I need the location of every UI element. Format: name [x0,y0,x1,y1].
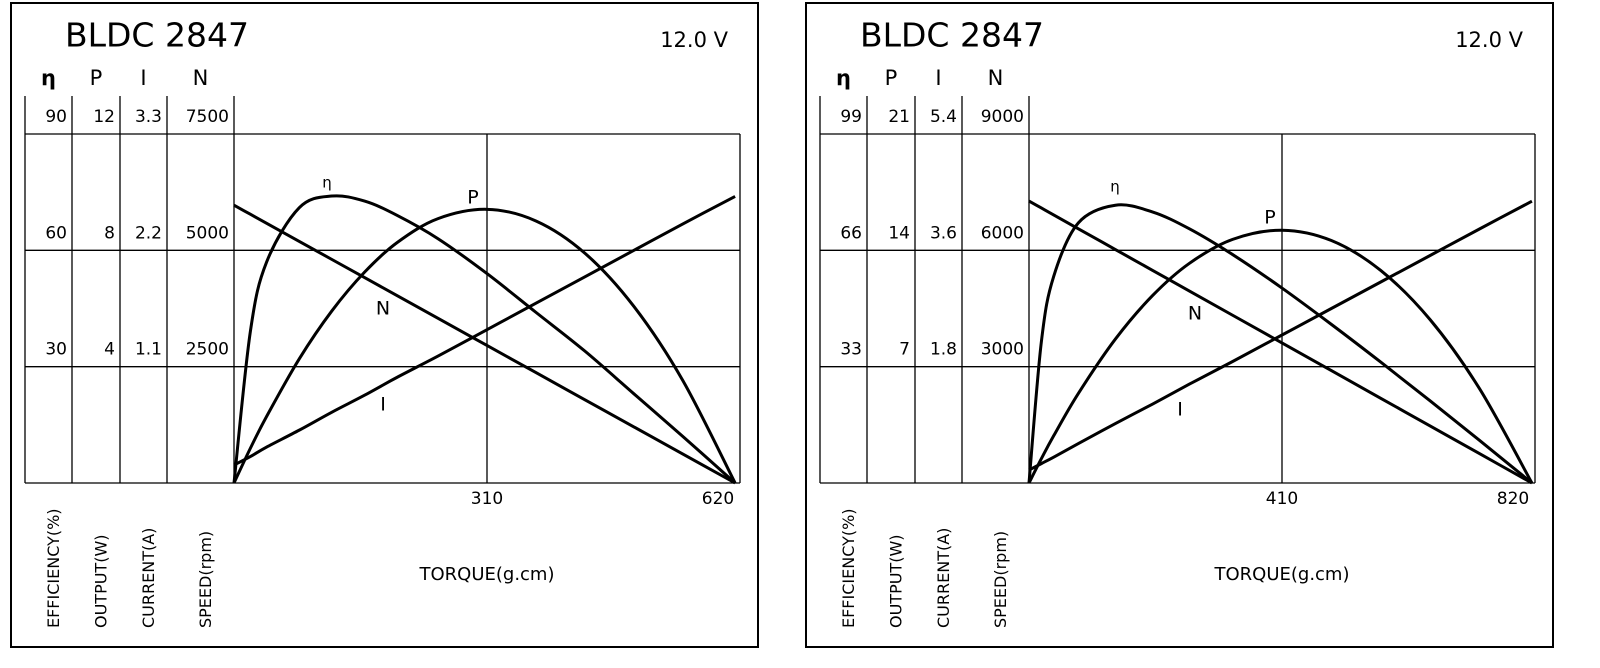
y-tick-label: 7 [899,340,910,360]
axis-title: EFFICIENCY(%) [839,508,858,628]
y-tick-label: 33 [840,340,862,360]
y-tick-label: 7500 [186,107,229,127]
axis-title: EFFICIENCY(%) [44,508,63,628]
y-tick-label: 8 [104,223,115,243]
curve [232,207,737,484]
curve-label: P [467,187,478,209]
chart-panel: BLDC 2847 12.0 V η EFFICIENCY(%) 30 60 90 P OUTP… [10,2,759,648]
curve [233,203,736,485]
x-tick-label: 820 [1497,489,1529,509]
x-tick-label: 620 [702,489,734,509]
panel-frame [10,2,759,648]
y-tick-label: 5.4 [930,107,957,127]
x-tick-label: 310 [471,489,503,509]
y-tick-label: 12 [93,107,115,127]
y-tick-label: 3000 [981,340,1024,360]
chart-title: BLDC 2847 [860,16,1044,55]
curve-label: η [322,174,332,192]
y-tick-label: 3.6 [930,223,957,243]
voltage-label: 12.0 V [1455,28,1523,52]
y-tick-label: 66 [840,223,862,243]
curve [233,195,736,467]
curve-label: N [376,298,390,320]
y-tick-label: 5000 [186,223,229,243]
y-tick-label: 2500 [186,340,229,360]
curve-label: I [380,394,386,416]
y-tick-label: 6000 [981,223,1024,243]
axis-symbol: P [90,66,103,90]
curve [232,194,737,485]
chart-title: BLDC 2847 [65,16,249,55]
y-tick-label: 21 [888,107,910,127]
y-tick-label: 90 [45,107,67,127]
x-tick-label: 410 [1266,489,1298,509]
y-tick-label: 4 [104,340,115,360]
axis-symbol: P [885,66,898,90]
voltage-label: 12.0 V [660,28,728,52]
panel-frame [805,2,1554,648]
y-tick-label: 2.2 [135,223,162,243]
curve-label: η [1110,178,1120,196]
y-tick-label: 1.1 [135,340,162,360]
axis-title: CURRENT(A) [934,528,953,628]
axis-title: SPEED(rpm) [991,531,1010,628]
axis-title: OUTPUT(W) [887,534,906,628]
y-tick-label: 3.3 [135,107,162,127]
curve [1028,199,1533,485]
curve [1027,228,1534,484]
axis-title: OUTPUT(W) [92,534,111,628]
y-tick-label: 9000 [981,107,1024,127]
curve-label: N [1188,303,1202,325]
axis-symbol: N [988,66,1004,90]
curve-label: I [1177,399,1183,421]
axis-symbol: η [41,66,56,90]
y-tick-label: 1.8 [930,340,957,360]
y-tick-label: 60 [45,223,67,243]
curve [1027,203,1533,485]
axis-symbol: η [836,66,851,90]
chart-panel: BLDC 2847 12.0 V η EFFICIENCY(%) 33 66 99 P OUTP… [805,2,1554,648]
curve [1028,199,1533,472]
axis-symbol: N [193,66,209,90]
y-tick-label: 14 [888,223,910,243]
x-axis-title: TORQUE(g.cm) [1213,564,1349,585]
axis-title: CURRENT(A) [139,528,158,628]
y-tick-label: 99 [840,107,862,127]
y-tick-label: 30 [45,340,67,360]
axis-symbol: I [935,66,941,90]
axis-title: SPEED(rpm) [196,531,215,628]
x-axis-title: TORQUE(g.cm) [418,564,554,585]
curve-label: P [1264,207,1275,229]
axis-symbol: I [140,66,146,90]
